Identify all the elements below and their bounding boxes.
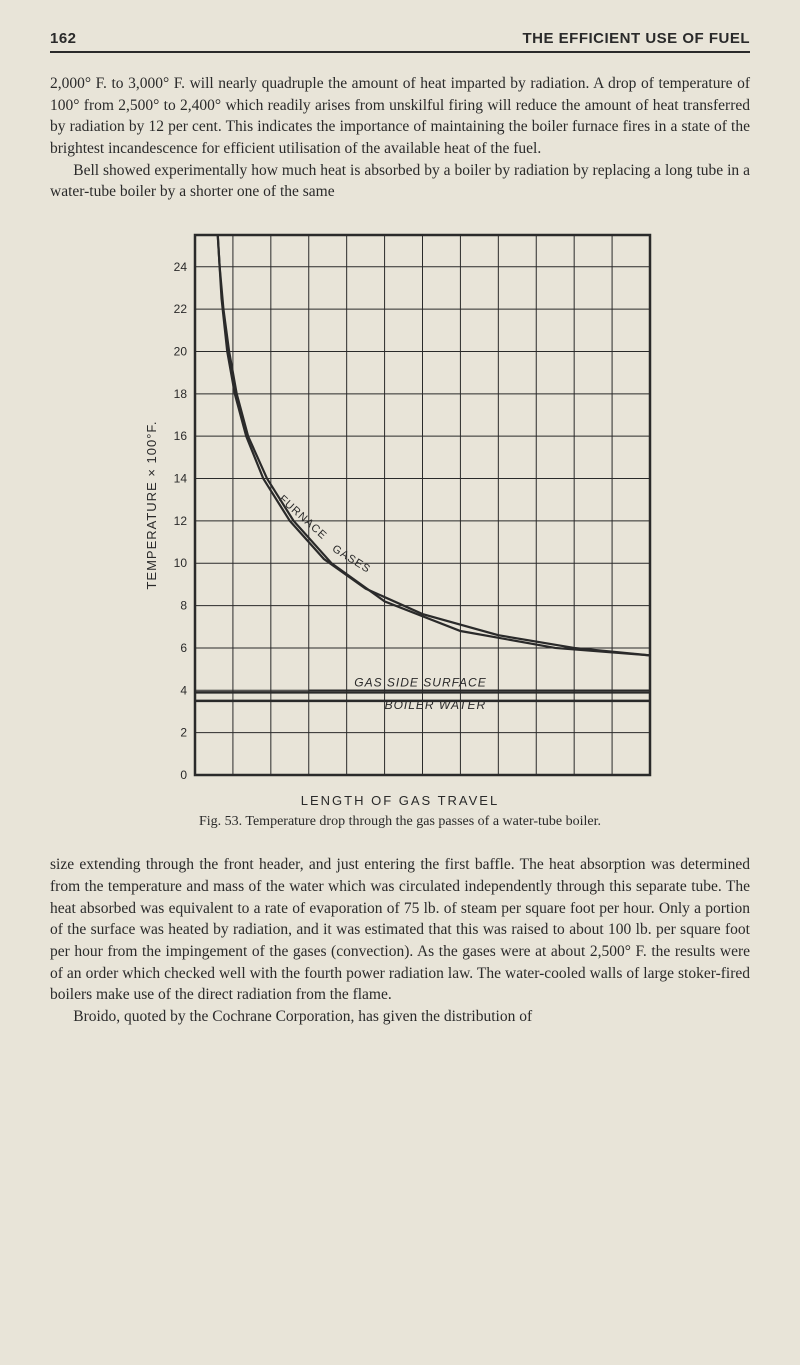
page-number: 162 <box>50 30 77 47</box>
bottom-paragraphs: size extending through the front header,… <box>50 854 750 1028</box>
svg-text:BOILER WATER: BOILER WATER <box>385 698 487 712</box>
svg-text:20: 20 <box>174 345 188 359</box>
page-header: 162 THE EFFICIENT USE OF FUEL <box>50 30 750 53</box>
svg-text:4: 4 <box>180 683 187 697</box>
svg-text:GASES: GASES <box>330 543 373 576</box>
svg-text:14: 14 <box>174 472 188 486</box>
x-axis-caption: LENGTH OF GAS TRAVEL <box>301 793 499 808</box>
running-title: THE EFFICIENT USE OF FUEL <box>522 30 750 47</box>
temperature-chart: 024681012141618202224FURNACEGASESGAS SID… <box>140 225 660 785</box>
svg-text:0: 0 <box>180 768 187 782</box>
svg-text:TEMPERATURE × 100°F.: TEMPERATURE × 100°F. <box>144 421 159 590</box>
svg-text:2: 2 <box>180 726 187 740</box>
figure-caption: Fig. 53. Temperature drop through the ga… <box>199 814 601 830</box>
paragraph-top-1: 2,000° F. to 3,000° F. will nearly quadr… <box>50 73 750 160</box>
svg-text:18: 18 <box>174 387 188 401</box>
svg-text:10: 10 <box>174 556 188 570</box>
svg-text:24: 24 <box>174 260 188 274</box>
top-paragraphs: 2,000° F. to 3,000° F. will nearly quadr… <box>50 73 750 203</box>
svg-text:16: 16 <box>174 429 188 443</box>
figure-53: 024681012141618202224FURNACEGASESGAS SID… <box>50 225 750 830</box>
svg-text:GAS SIDE SURFACE: GAS SIDE SURFACE <box>354 675 486 689</box>
svg-text:12: 12 <box>174 514 188 528</box>
paragraph-bottom-2: Broido, quoted by the Cochrane Corporati… <box>50 1006 750 1028</box>
svg-text:8: 8 <box>180 599 187 613</box>
paragraph-bottom-1: size extending through the front header,… <box>50 854 750 1006</box>
svg-text:6: 6 <box>180 641 187 655</box>
paragraph-top-2: Bell showed experimentally how much heat… <box>50 160 750 203</box>
svg-text:22: 22 <box>174 302 188 316</box>
